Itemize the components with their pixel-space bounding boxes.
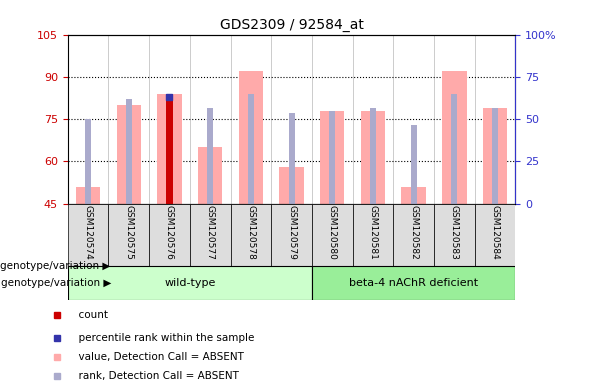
Text: GSM120578: GSM120578 bbox=[246, 205, 256, 260]
Bar bbox=[167, 94, 173, 204]
Text: count: count bbox=[72, 310, 108, 320]
Bar bbox=[68, 204, 108, 266]
Bar bbox=[76, 187, 100, 204]
Bar bbox=[492, 108, 498, 204]
Bar bbox=[230, 204, 271, 266]
Bar bbox=[149, 204, 190, 266]
Bar bbox=[451, 94, 458, 204]
Bar bbox=[108, 204, 149, 266]
Text: genotype/variation ▶: genotype/variation ▶ bbox=[0, 261, 110, 271]
Text: beta-4 nAChR deficient: beta-4 nAChR deficient bbox=[349, 278, 478, 288]
Text: GSM120581: GSM120581 bbox=[369, 205, 378, 260]
Bar bbox=[248, 94, 254, 204]
Bar bbox=[360, 111, 385, 204]
Bar bbox=[353, 204, 393, 266]
Bar bbox=[279, 167, 304, 204]
Text: rank, Detection Call = ABSENT: rank, Detection Call = ABSENT bbox=[72, 371, 239, 381]
Text: genotype/variation ▶: genotype/variation ▶ bbox=[1, 278, 111, 288]
Bar bbox=[157, 94, 181, 204]
Bar bbox=[312, 266, 515, 300]
Text: value, Detection Call = ABSENT: value, Detection Call = ABSENT bbox=[72, 352, 244, 362]
Bar bbox=[393, 204, 434, 266]
Bar bbox=[320, 111, 345, 204]
Bar bbox=[483, 108, 507, 204]
Bar bbox=[167, 94, 173, 204]
Bar bbox=[271, 204, 312, 266]
Bar bbox=[198, 147, 223, 204]
Text: GSM120575: GSM120575 bbox=[124, 205, 133, 260]
Bar bbox=[289, 113, 294, 204]
Text: wild-type: wild-type bbox=[164, 278, 216, 288]
Text: percentile rank within the sample: percentile rank within the sample bbox=[72, 333, 254, 343]
Bar bbox=[85, 119, 91, 204]
Title: GDS2309 / 92584_at: GDS2309 / 92584_at bbox=[220, 18, 363, 32]
Text: GSM120579: GSM120579 bbox=[287, 205, 296, 260]
Text: GSM120580: GSM120580 bbox=[327, 205, 337, 260]
Bar bbox=[442, 71, 466, 204]
Bar bbox=[190, 204, 230, 266]
Bar bbox=[370, 108, 376, 204]
Text: GSM120584: GSM120584 bbox=[491, 205, 499, 260]
Text: GSM120583: GSM120583 bbox=[450, 205, 459, 260]
Bar bbox=[239, 71, 263, 204]
Text: GSM120577: GSM120577 bbox=[206, 205, 214, 260]
Bar bbox=[475, 204, 515, 266]
Bar bbox=[434, 204, 475, 266]
Bar bbox=[411, 125, 416, 204]
Text: GSM120574: GSM120574 bbox=[84, 205, 92, 260]
Bar bbox=[329, 111, 335, 204]
Bar bbox=[117, 105, 141, 204]
Text: GSM120576: GSM120576 bbox=[165, 205, 174, 260]
Bar bbox=[312, 204, 353, 266]
Bar bbox=[125, 99, 132, 204]
Bar bbox=[68, 266, 312, 300]
Bar bbox=[402, 187, 426, 204]
Bar bbox=[207, 108, 213, 204]
Text: GSM120582: GSM120582 bbox=[409, 205, 418, 260]
